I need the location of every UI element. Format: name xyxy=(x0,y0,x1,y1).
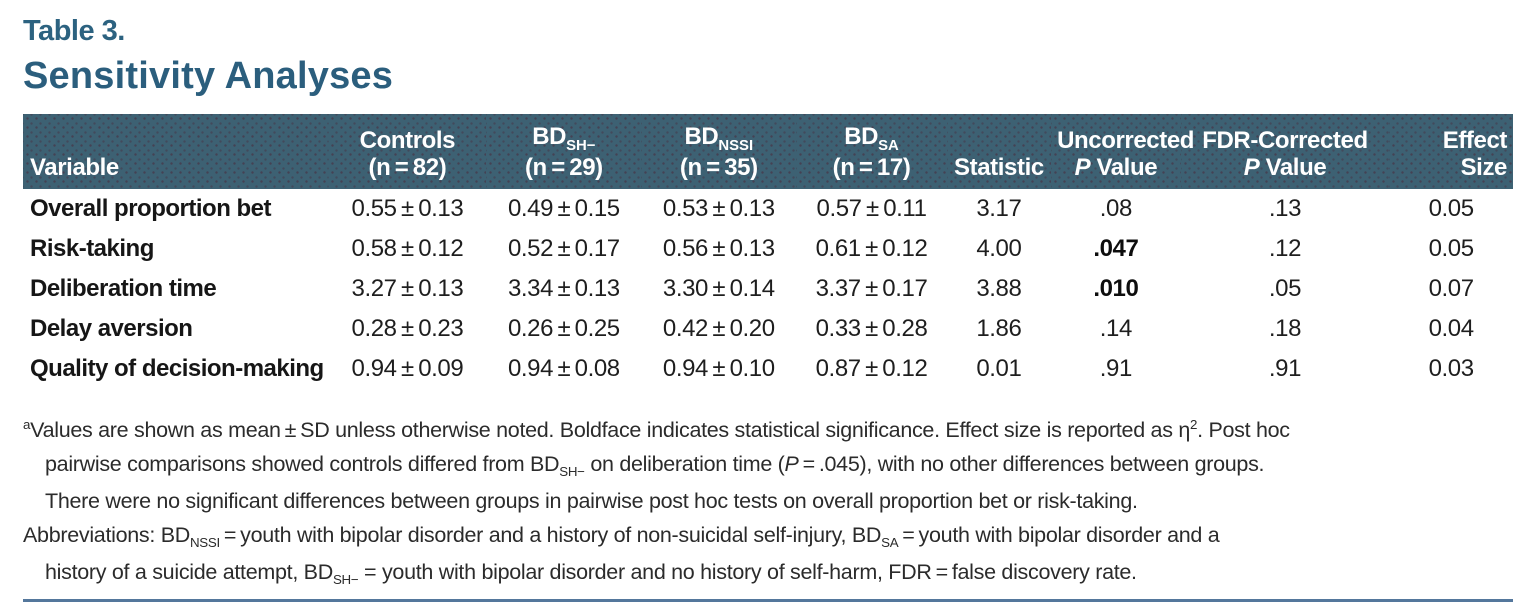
header-line: (n = 82) xyxy=(368,154,447,182)
row-label: Risk-taking xyxy=(30,235,154,263)
header-line: FDR-Corrected xyxy=(1202,127,1368,155)
cell-controls: 3.27 ± 0.13 xyxy=(351,275,464,303)
cell-bd-nssi: 0.56 ± 0.13 xyxy=(662,235,775,263)
cell-controls: 0.55 ± 0.13 xyxy=(351,195,464,223)
cell-effect-size: 0.05 xyxy=(1428,195,1475,223)
header-line: (n = 29) xyxy=(524,154,603,182)
cell-controls: 0.94 ± 0.09 xyxy=(351,355,464,383)
cell-statistic: 4.00 xyxy=(976,235,1022,263)
row-label: Delay aversion xyxy=(30,315,193,343)
column-header-bd-nssi: BDNSSI (n = 35) xyxy=(641,114,796,189)
cell-bd-sa: 0.33 ± 0.28 xyxy=(815,315,928,343)
cell-fdr-p: .91 xyxy=(1268,355,1302,383)
table-row: Risk-taking 0.58 ± 0.12 0.52 ± 0.17 0.56… xyxy=(23,229,1513,269)
footnote-values-note: aValues are shown as mean ± SD unless ot… xyxy=(23,417,1290,514)
cell-controls: 0.58 ± 0.12 xyxy=(351,235,464,263)
cell-uncorrected-p: .047 xyxy=(1093,235,1139,263)
column-header-fdr-corrected-p: FDR-Corrected P Value xyxy=(1181,114,1390,189)
table-header-row: Variable Controls (n = 82) BDSH− (n = 29… xyxy=(23,114,1513,189)
header-line: P Value xyxy=(1243,154,1327,182)
cell-uncorrected-p: .010 xyxy=(1093,275,1139,303)
header-line: Variable xyxy=(30,154,119,182)
header-line: Controls xyxy=(359,127,456,155)
cell-statistic: 3.88 xyxy=(976,275,1022,303)
cell-bd-sa: 0.87 ± 0.12 xyxy=(815,355,928,383)
header-line: (n = 35) xyxy=(679,154,758,182)
header-line: Effect Size xyxy=(1442,127,1508,182)
cell-effect-size: 0.05 xyxy=(1428,235,1475,263)
column-header-bd-sh: BDSH− (n = 29) xyxy=(486,114,641,189)
cell-statistic: 3.17 xyxy=(976,195,1022,223)
column-header-statistic: Statistic xyxy=(947,114,1051,189)
cell-bd-nssi: 0.42 ± 0.20 xyxy=(662,315,775,343)
column-header-controls: Controls (n = 82) xyxy=(328,114,486,189)
cell-uncorrected-p: .08 xyxy=(1099,195,1133,223)
bottom-rule xyxy=(23,599,1513,603)
cell-bd-sh: 0.26 ± 0.25 xyxy=(507,315,620,343)
header-line: BDSA xyxy=(844,123,899,154)
column-header-effect-size: Effect Size xyxy=(1389,114,1513,189)
table-title: Sensitivity Analyses xyxy=(23,55,394,98)
cell-statistic: 0.01 xyxy=(976,355,1022,383)
cell-uncorrected-p: .91 xyxy=(1099,355,1133,383)
cell-bd-sa: 0.57 ± 0.11 xyxy=(816,195,927,223)
header-line: BDSH− xyxy=(532,123,596,154)
table-footnotes: aValues are shown as mean ± SD unless ot… xyxy=(23,413,1513,592)
cell-statistic: 1.86 xyxy=(976,315,1022,343)
cell-bd-nssi: 3.30 ± 0.14 xyxy=(662,275,775,303)
cell-bd-sh: 3.34 ± 0.13 xyxy=(507,275,620,303)
cell-bd-nssi: 0.53 ± 0.13 xyxy=(662,195,775,223)
cell-bd-sh: 0.49 ± 0.15 xyxy=(507,195,620,223)
row-label: Overall proportion bet xyxy=(30,195,272,223)
header-line: (n = 17) xyxy=(832,154,911,182)
cell-effect-size: 0.04 xyxy=(1428,315,1475,343)
cell-uncorrected-p: .14 xyxy=(1099,315,1133,343)
header-line: BDNSSI xyxy=(684,123,754,154)
cell-effect-size: 0.07 xyxy=(1428,275,1475,303)
row-label: Deliberation time xyxy=(30,275,217,303)
column-header-variable: Variable xyxy=(23,114,328,189)
table-row: Deliberation time 3.27 ± 0.13 3.34 ± 0.1… xyxy=(23,269,1513,309)
cell-bd-sh: 0.94 ± 0.08 xyxy=(507,355,620,383)
cell-bd-sa: 3.37 ± 0.17 xyxy=(815,275,928,303)
footnote-abbreviations: Abbreviations: BDNSSI = youth with bipol… xyxy=(23,523,1220,588)
cell-bd-sh: 0.52 ± 0.17 xyxy=(507,235,620,263)
cell-bd-sa: 0.61 ± 0.12 xyxy=(815,235,928,263)
table-row: Delay aversion 0.28 ± 0.23 0.26 ± 0.25 0… xyxy=(23,309,1513,349)
row-label: Quality of decision-making xyxy=(30,355,324,383)
sensitivity-analyses-table: Variable Controls (n = 82) BDSH− (n = 29… xyxy=(23,114,1513,389)
header-line: Statistic xyxy=(954,154,1044,182)
cell-fdr-p: .13 xyxy=(1268,195,1302,223)
table-row: Overall proportion bet 0.55 ± 0.13 0.49 … xyxy=(23,189,1513,229)
cell-fdr-p: .05 xyxy=(1268,275,1302,303)
cell-controls: 0.28 ± 0.23 xyxy=(351,315,464,343)
table-row: Quality of decision-making 0.94 ± 0.09 0… xyxy=(23,349,1513,389)
table-number: Table 3. xyxy=(23,15,125,47)
cell-bd-nssi: 0.94 ± 0.10 xyxy=(662,355,775,383)
column-header-bd-sa: BDSA (n = 17) xyxy=(796,114,946,189)
cell-fdr-p: .12 xyxy=(1268,235,1302,263)
column-header-uncorrected-p: Uncorrected P Value xyxy=(1051,114,1195,189)
header-line: P Value xyxy=(1074,154,1158,182)
cell-effect-size: 0.03 xyxy=(1428,355,1475,383)
header-line: Uncorrected xyxy=(1057,127,1195,155)
cell-fdr-p: .18 xyxy=(1268,315,1302,343)
